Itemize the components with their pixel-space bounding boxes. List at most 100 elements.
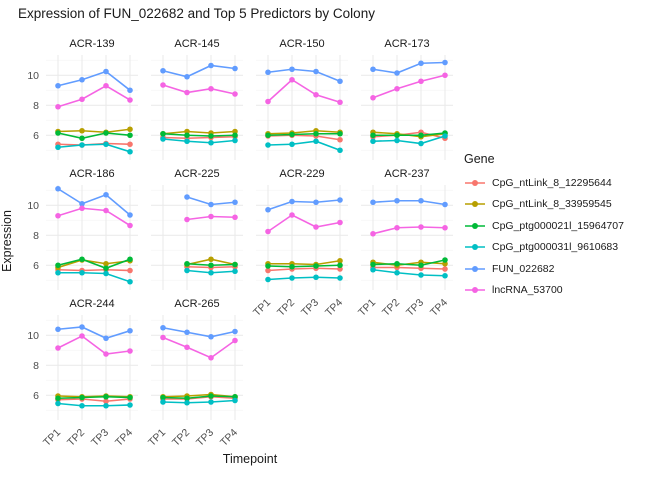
- facet-strip-label: ACR-139: [69, 38, 114, 50]
- data-point-lncRNA_53700: [442, 72, 448, 79]
- series-line-FUN_022682: [57, 188, 131, 216]
- series-line-CpG_ntLink_8_12295644: [267, 134, 341, 141]
- data-point-CpG_ptg000021l_15964707: [184, 260, 190, 267]
- series-line-CpG_ntLink_8_33959545: [267, 129, 341, 135]
- data-point-CpG_ptg000021l_15964707: [55, 130, 61, 136]
- data-point-CpG_ptg000031l_9610683: [79, 142, 85, 148]
- data-point-CpG_ptg000021l_15964707: [127, 132, 133, 139]
- data-point-CpG_ptg000031l_9610683: [265, 276, 271, 283]
- series-line-CpG_ntLink_8_12295644: [57, 398, 131, 403]
- data-point-lncRNA_53700: [313, 91, 319, 98]
- data-point-CpG_ptg000031l_9610683: [160, 399, 166, 405]
- series-line-CpG_ntLink_8_33959545: [57, 259, 131, 269]
- data-point-CpG_ptg000021l_15964707: [313, 263, 319, 269]
- series-line-CpG_ntLink_8_12295644: [267, 267, 341, 272]
- facet-strip-label: ACR-145: [174, 38, 219, 50]
- legend-item-CpG_ptg000021l_15964707: CpG_ptg000021l_15964707: [464, 215, 624, 237]
- data-point-lncRNA_53700: [394, 85, 400, 92]
- data-point-FUN_022682: [160, 324, 166, 331]
- series-line-FUN_022682: [57, 70, 131, 91]
- data-point-FUN_022682: [103, 335, 109, 342]
- data-point-FUN_022682: [208, 333, 214, 340]
- legend-key-icon: [465, 201, 485, 208]
- data-point-FUN_022682: [442, 201, 448, 208]
- data-point-CpG_ptg000031l_9610683: [55, 400, 61, 407]
- chart-title: Expression of FUN_022682 and Top 5 Predi…: [18, 6, 375, 21]
- data-point-CpG_ptg000021l_15964707: [184, 132, 190, 139]
- series-line-FUN_022682: [162, 64, 236, 78]
- series-line-FUN_022682: [267, 68, 341, 82]
- data-point-CpG_ptg000031l_9610683: [208, 399, 214, 405]
- series-line-FUN_022682: [372, 199, 446, 206]
- data-point-CpG_ptg000021l_15964707: [394, 260, 400, 267]
- x-axis-title: Timepoint: [222, 452, 278, 466]
- y-tick-label: 10: [27, 70, 39, 82]
- data-point-CpG_ptg000031l_9610683: [370, 138, 376, 145]
- data-point-lncRNA_53700: [313, 224, 319, 230]
- y-tick-label: 8: [33, 360, 39, 372]
- data-point-CpG_ntLink_8_12295644: [442, 266, 448, 272]
- series-line-CpG_ptg000031l_9610683: [267, 276, 341, 281]
- data-point-CpG_ptg000021l_15964707: [418, 132, 424, 139]
- data-point-FUN_022682: [232, 65, 238, 72]
- data-point-CpG_ptg000021l_15964707: [184, 395, 190, 402]
- series-line-CpG_ptg000031l_9610683: [57, 402, 131, 407]
- data-point-CpG_ptg000031l_9610683: [184, 399, 190, 406]
- data-point-CpG_ptg000031l_9610683: [394, 269, 400, 276]
- data-point-lncRNA_53700: [184, 344, 190, 351]
- data-point-FUN_022682: [55, 82, 61, 89]
- facet-panel-ACR-150: ACR-150: [256, 38, 348, 160]
- data-point-CpG_ptg000031l_9610683: [232, 137, 238, 144]
- data-point-FUN_022682: [313, 199, 319, 206]
- data-point-CpG_ntLink_8_12295644: [127, 141, 133, 148]
- data-point-CpG_ptg000021l_15964707: [55, 262, 61, 269]
- series-line-CpG_ptg000021l_15964707: [267, 132, 340, 137]
- data-point-CpG_ptg000031l_9610683: [337, 147, 343, 154]
- data-point-FUN_022682: [79, 324, 85, 330]
- legend-item-label: lncRNA_53700: [492, 284, 563, 297]
- data-point-lncRNA_53700: [79, 205, 85, 212]
- legend-item-lncRNA_53700: lncRNA_53700: [464, 280, 624, 302]
- legend-item-label: FUN_022682: [492, 262, 555, 275]
- data-point-CpG_ptg000021l_15964707: [55, 395, 61, 402]
- data-point-CpG_ntLink_8_33959545: [79, 127, 85, 134]
- data-point-CpG_ptg000031l_9610683: [127, 278, 133, 285]
- series-line-CpG_ptg000021l_15964707: [57, 132, 131, 140]
- data-point-CpG_ptg000021l_15964707: [208, 133, 214, 139]
- data-point-CpG_ptg000021l_15964707: [103, 265, 109, 272]
- data-point-CpG_ptg000021l_15964707: [313, 130, 319, 137]
- data-point-lncRNA_53700: [289, 212, 295, 218]
- data-point-CpG_ptg000031l_9610683: [184, 267, 190, 274]
- data-point-lncRNA_53700: [55, 345, 61, 351]
- data-point-CpG_ptg000031l_9610683: [313, 274, 319, 281]
- series-line-CpG_ptg000021l_15964707: [162, 395, 236, 400]
- facet-strip-label: ACR-225: [174, 168, 219, 180]
- facet-strip-label: ACR-237: [384, 168, 429, 180]
- data-point-FUN_022682: [394, 197, 400, 204]
- data-point-FUN_022682: [79, 76, 85, 83]
- series-line-CpG_ptg000021l_15964707: [57, 258, 131, 270]
- data-point-CpG_ptg000031l_9610683: [208, 139, 214, 146]
- data-point-FUN_022682: [265, 206, 271, 213]
- series-line-CpG_ptg000021l_15964707: [372, 259, 446, 267]
- data-point-lncRNA_53700: [208, 85, 214, 92]
- data-point-lncRNA_53700: [79, 96, 85, 103]
- data-point-lncRNA_53700: [265, 98, 271, 105]
- data-point-CpG_ptg000021l_15964707: [337, 262, 343, 269]
- data-point-FUN_022682: [418, 60, 424, 67]
- data-point-lncRNA_53700: [289, 76, 295, 83]
- data-point-CpG_ntLink_8_33959545: [337, 257, 343, 264]
- data-point-FUN_022682: [184, 73, 190, 80]
- data-point-lncRNA_53700: [370, 94, 376, 101]
- data-point-CpG_ptg000031l_9610683: [103, 270, 109, 277]
- series-line-FUN_022682: [267, 199, 341, 211]
- data-point-lncRNA_53700: [442, 224, 448, 231]
- series-line-CpG_ntLink_8_12295644: [57, 268, 131, 272]
- data-point-CpG_ntLink_8_12295644: [127, 267, 133, 274]
- data-point-FUN_022682: [232, 328, 238, 335]
- data-point-FUN_022682: [184, 329, 190, 336]
- data-point-CpG_ptg000021l_15964707: [394, 132, 400, 139]
- data-point-lncRNA_53700: [232, 337, 238, 344]
